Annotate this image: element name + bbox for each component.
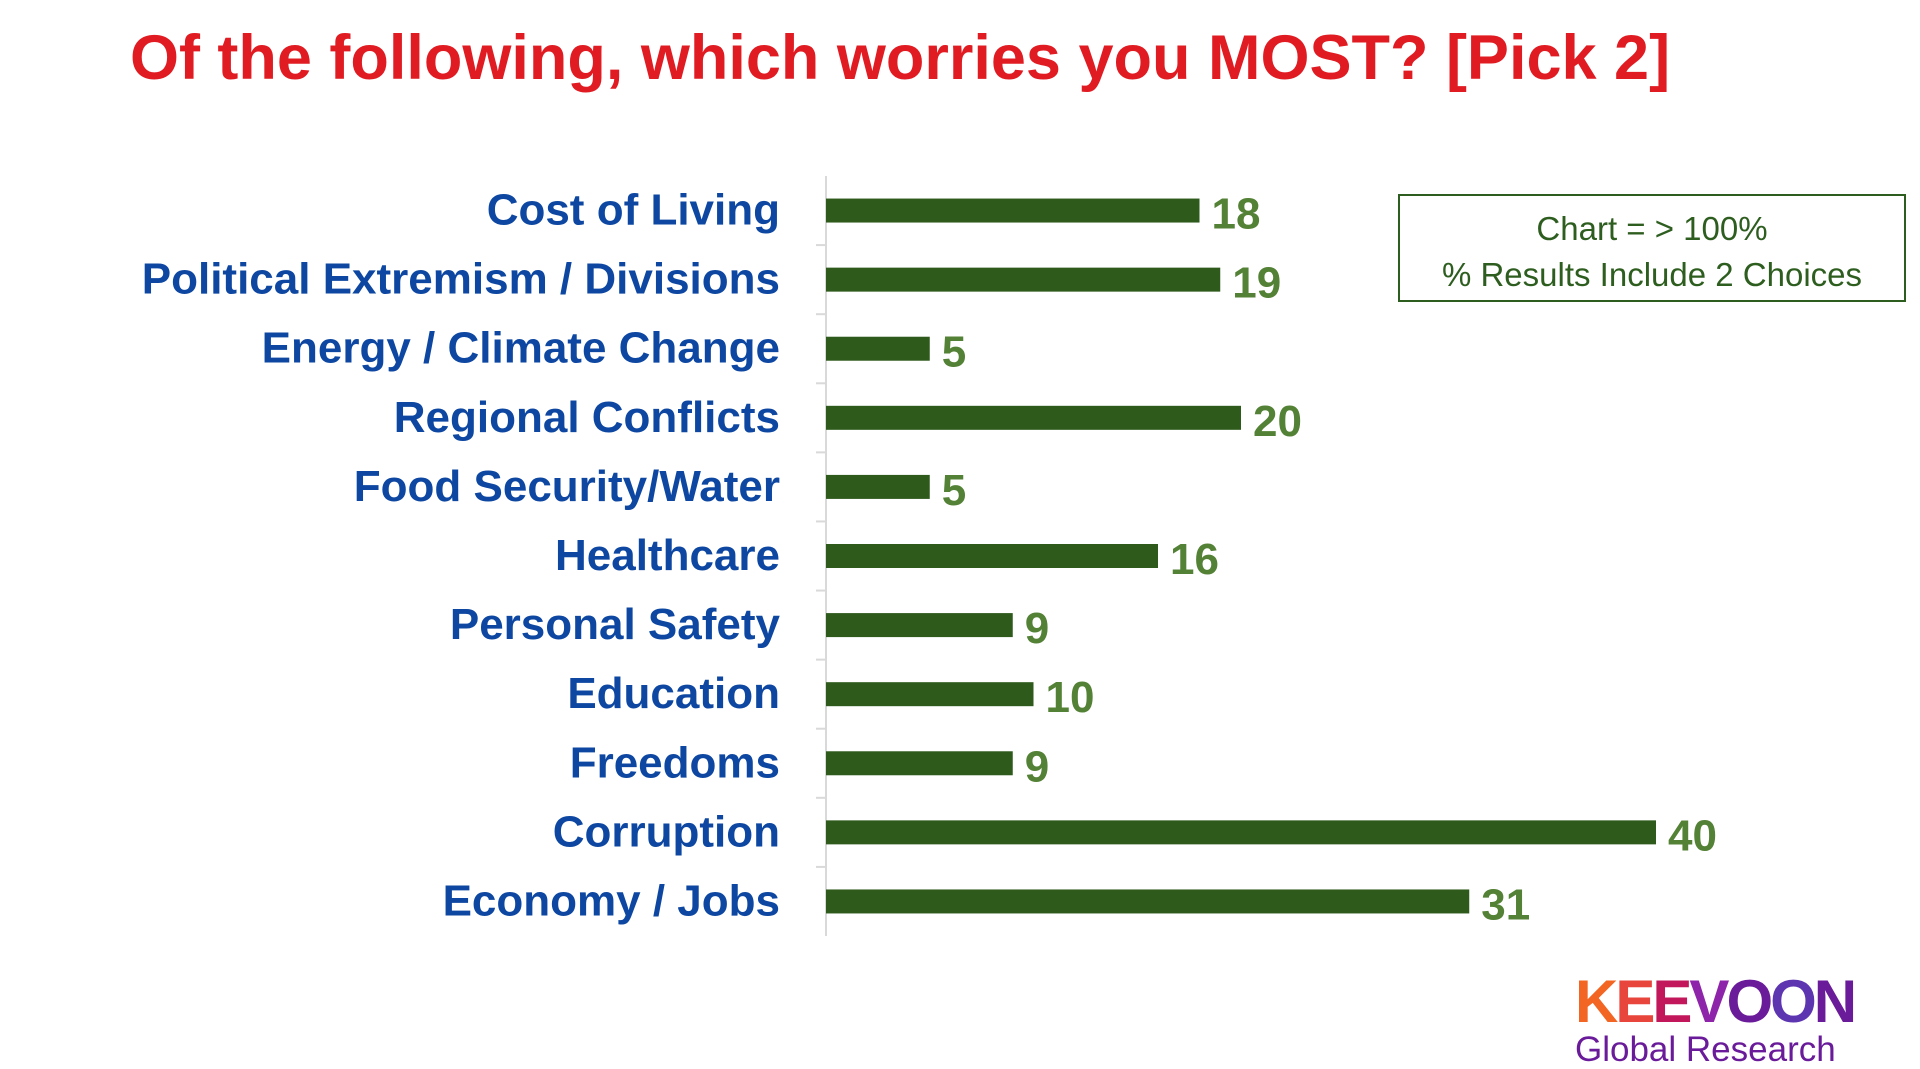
category-label: Corruption [553, 807, 780, 856]
note-box: Chart = > 100% % Results Include 2 Choic… [1398, 194, 1906, 302]
bar [826, 820, 1656, 845]
category-label: Economy / Jobs [443, 876, 780, 925]
category-label: Food Security/Water [354, 462, 780, 511]
value-label: 16 [1170, 535, 1219, 584]
bar [826, 751, 1013, 776]
bar [826, 889, 1470, 914]
bar [826, 198, 1200, 223]
bar [826, 682, 1034, 707]
category-label: Cost of Living [487, 186, 780, 235]
value-label: 19 [1232, 259, 1281, 308]
category-label: Education [567, 669, 780, 718]
note-line-2: % Results Include 2 Choices [1441, 256, 1863, 293]
category-label: Political Extremism / Divisions [142, 255, 780, 304]
value-label: 31 [1481, 880, 1530, 929]
category-label: Regional Conflicts [394, 393, 780, 442]
category-label: Personal Safety [450, 600, 781, 649]
bar [826, 544, 1158, 568]
category-label: Freedoms [570, 738, 780, 787]
bar [826, 405, 1241, 430]
value-label: 10 [1046, 673, 1095, 722]
value-label: 18 [1212, 190, 1261, 239]
value-label: 9 [1025, 604, 1049, 653]
value-label: 5 [942, 466, 966, 515]
bar [826, 267, 1221, 292]
keevoon-logo: KEEVOON Global Research [1575, 968, 1885, 1068]
chart-title: Of the following, which worries you MOST… [129, 23, 1671, 93]
bar [826, 474, 930, 499]
value-label: 40 [1668, 811, 1717, 860]
value-label: 9 [1025, 742, 1049, 791]
value-label: 20 [1253, 397, 1302, 446]
logo-wordmark: KEEVOON [1575, 968, 1857, 1035]
value-label: 5 [942, 328, 966, 377]
category-label: Healthcare [555, 531, 780, 580]
note-line-1: Chart = > 100% [1536, 210, 1768, 247]
category-label: Energy / Climate Change [262, 324, 780, 373]
logo-subtitle: Global Research [1575, 1030, 1836, 1069]
bar [826, 336, 930, 361]
bar [826, 613, 1013, 638]
